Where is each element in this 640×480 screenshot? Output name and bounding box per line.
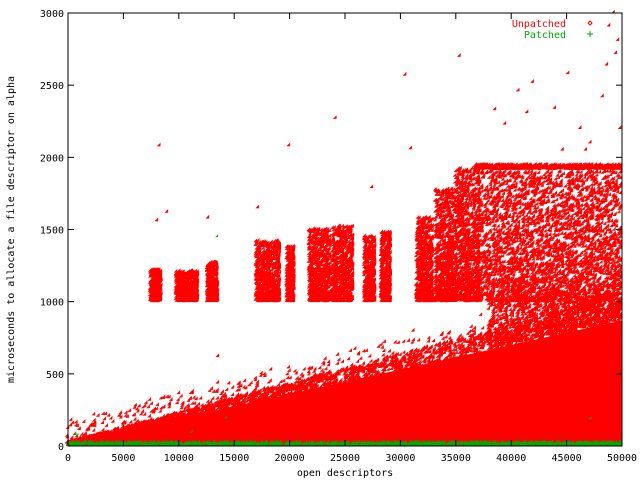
x-tick-label: 35000 bbox=[441, 453, 471, 464]
x-tick-label: 20000 bbox=[275, 453, 305, 464]
x-tick-label: 45000 bbox=[552, 453, 582, 464]
x-tick-label: 25000 bbox=[330, 453, 360, 464]
legend-unpatched-label: Unpatched bbox=[512, 19, 566, 30]
legend-patched-marker bbox=[587, 31, 593, 37]
y-tick-label: 2500 bbox=[40, 81, 64, 92]
y-tick-label: 3000 bbox=[40, 9, 64, 20]
legend-unpatched-marker bbox=[587, 20, 593, 26]
patched-series bbox=[66, 234, 623, 447]
x-tick-label: 15000 bbox=[219, 453, 249, 464]
x-tick-label: 30000 bbox=[385, 453, 415, 464]
x-tick-label: 0 bbox=[65, 453, 71, 464]
x-axis-label: open descriptors bbox=[297, 468, 393, 479]
axis-ticks: 0 5000 10000 15000 20000 25000 30000 35000 40000… bbox=[40, 9, 637, 464]
y-tick-label: 500 bbox=[46, 370, 64, 381]
y-tick-label: 2000 bbox=[40, 153, 64, 164]
y-axis-label: microseconds to allocate a file descript… bbox=[6, 76, 17, 383]
legend: Unpatched Patched bbox=[512, 19, 593, 41]
patched-points bbox=[66, 234, 623, 447]
legend-patched-label: Patched bbox=[524, 30, 566, 41]
x-tick-label: 40000 bbox=[496, 453, 526, 464]
x-tick-label: 50000 bbox=[607, 453, 637, 464]
y-tick-label: 0 bbox=[58, 442, 64, 453]
y-tick-label: 1000 bbox=[40, 298, 64, 309]
x-tick-label: 5000 bbox=[111, 453, 135, 464]
x-tick-label: 10000 bbox=[164, 453, 194, 464]
legend-patched-symbol bbox=[587, 31, 593, 37]
legend-unpatched-symbol bbox=[587, 20, 593, 26]
y-tick-label: 1500 bbox=[40, 226, 64, 237]
